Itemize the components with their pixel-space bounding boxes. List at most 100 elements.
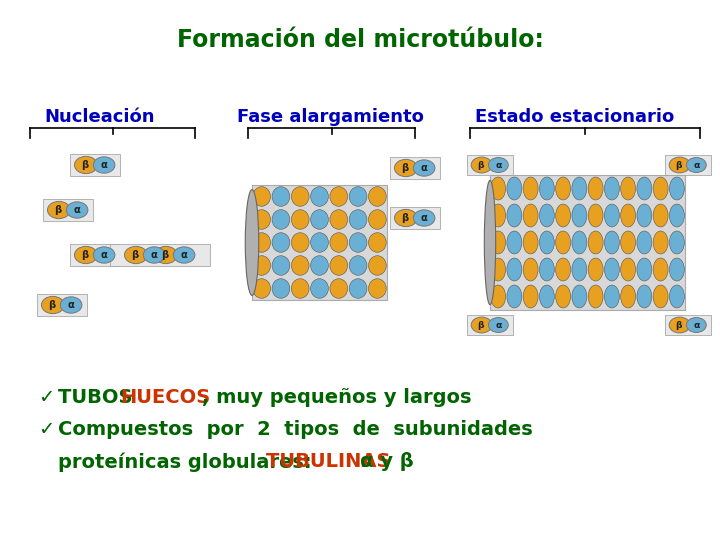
Ellipse shape [253,210,271,230]
Ellipse shape [94,157,115,173]
Ellipse shape [670,204,684,227]
Ellipse shape [686,158,706,172]
FancyBboxPatch shape [390,157,440,179]
Ellipse shape [349,187,367,206]
Text: Estado estacionario: Estado estacionario [475,108,675,126]
Ellipse shape [74,157,97,174]
FancyBboxPatch shape [467,155,513,175]
Ellipse shape [310,210,328,230]
Text: β: β [401,213,408,223]
Ellipse shape [125,246,148,264]
Ellipse shape [292,279,309,298]
FancyBboxPatch shape [665,155,711,175]
Ellipse shape [292,256,309,275]
Ellipse shape [310,187,328,206]
Text: TUBOS: TUBOS [58,388,139,407]
Ellipse shape [507,285,522,308]
Ellipse shape [539,177,554,200]
Ellipse shape [637,177,652,200]
Ellipse shape [653,177,668,200]
FancyBboxPatch shape [37,294,87,316]
Text: α: α [420,163,428,173]
Text: Compuestos  por  2  tipos  de  subunidades: Compuestos por 2 tipos de subunidades [58,420,533,439]
Ellipse shape [490,177,505,200]
Ellipse shape [292,187,309,206]
Ellipse shape [395,159,418,177]
Ellipse shape [349,233,367,252]
Ellipse shape [572,231,587,254]
Ellipse shape [272,256,289,275]
Ellipse shape [349,210,367,230]
Ellipse shape [556,231,571,254]
FancyBboxPatch shape [109,244,210,266]
Ellipse shape [507,231,522,254]
Ellipse shape [60,297,82,313]
Ellipse shape [292,210,309,230]
Ellipse shape [669,317,690,333]
Ellipse shape [174,247,195,263]
Ellipse shape [604,177,619,200]
Ellipse shape [507,177,522,200]
Ellipse shape [539,258,554,281]
Ellipse shape [272,187,289,206]
Ellipse shape [155,246,177,264]
Text: α: α [420,213,428,223]
Text: β: β [675,321,682,329]
Text: Nucleación: Nucleación [45,108,156,126]
Ellipse shape [572,258,587,281]
Ellipse shape [490,204,505,227]
Ellipse shape [310,233,328,252]
Text: α y β: α y β [360,452,413,471]
Ellipse shape [349,256,367,275]
Text: α: α [150,250,158,260]
Ellipse shape [66,202,88,218]
Ellipse shape [637,204,652,227]
Ellipse shape [246,190,258,295]
Ellipse shape [507,204,522,227]
Ellipse shape [556,177,571,200]
Text: α: α [101,250,107,260]
Ellipse shape [488,158,508,172]
Ellipse shape [253,279,271,298]
Ellipse shape [330,256,348,275]
Ellipse shape [523,258,538,281]
Ellipse shape [369,256,386,275]
Ellipse shape [637,285,652,308]
Text: β: β [48,300,55,310]
Ellipse shape [369,187,386,206]
Text: α: α [693,160,700,170]
Ellipse shape [330,279,348,298]
Ellipse shape [621,204,636,227]
Ellipse shape [588,231,603,254]
Text: α: α [181,250,187,260]
FancyBboxPatch shape [252,185,387,300]
FancyBboxPatch shape [467,315,513,335]
Ellipse shape [272,233,289,252]
Ellipse shape [413,210,435,226]
Ellipse shape [539,204,554,227]
FancyBboxPatch shape [665,315,711,335]
Text: β: β [477,321,484,329]
Text: TUBULINAS: TUBULINAS [266,452,397,471]
Text: Formación del microtúbulo:: Formación del microtúbulo: [176,28,544,52]
Ellipse shape [272,210,289,230]
Ellipse shape [604,258,619,281]
Ellipse shape [556,204,571,227]
Ellipse shape [471,317,492,333]
FancyBboxPatch shape [390,207,440,229]
Ellipse shape [604,231,619,254]
Ellipse shape [653,204,668,227]
Text: ✓: ✓ [38,388,55,407]
Ellipse shape [490,231,505,254]
Ellipse shape [572,177,587,200]
Text: α: α [101,160,107,170]
Ellipse shape [670,258,684,281]
Text: α: α [68,300,75,310]
FancyBboxPatch shape [490,175,685,310]
Ellipse shape [349,279,367,298]
Ellipse shape [670,285,684,308]
Text: β: β [675,160,682,170]
Ellipse shape [253,233,271,252]
Ellipse shape [572,285,587,308]
Ellipse shape [556,258,571,281]
